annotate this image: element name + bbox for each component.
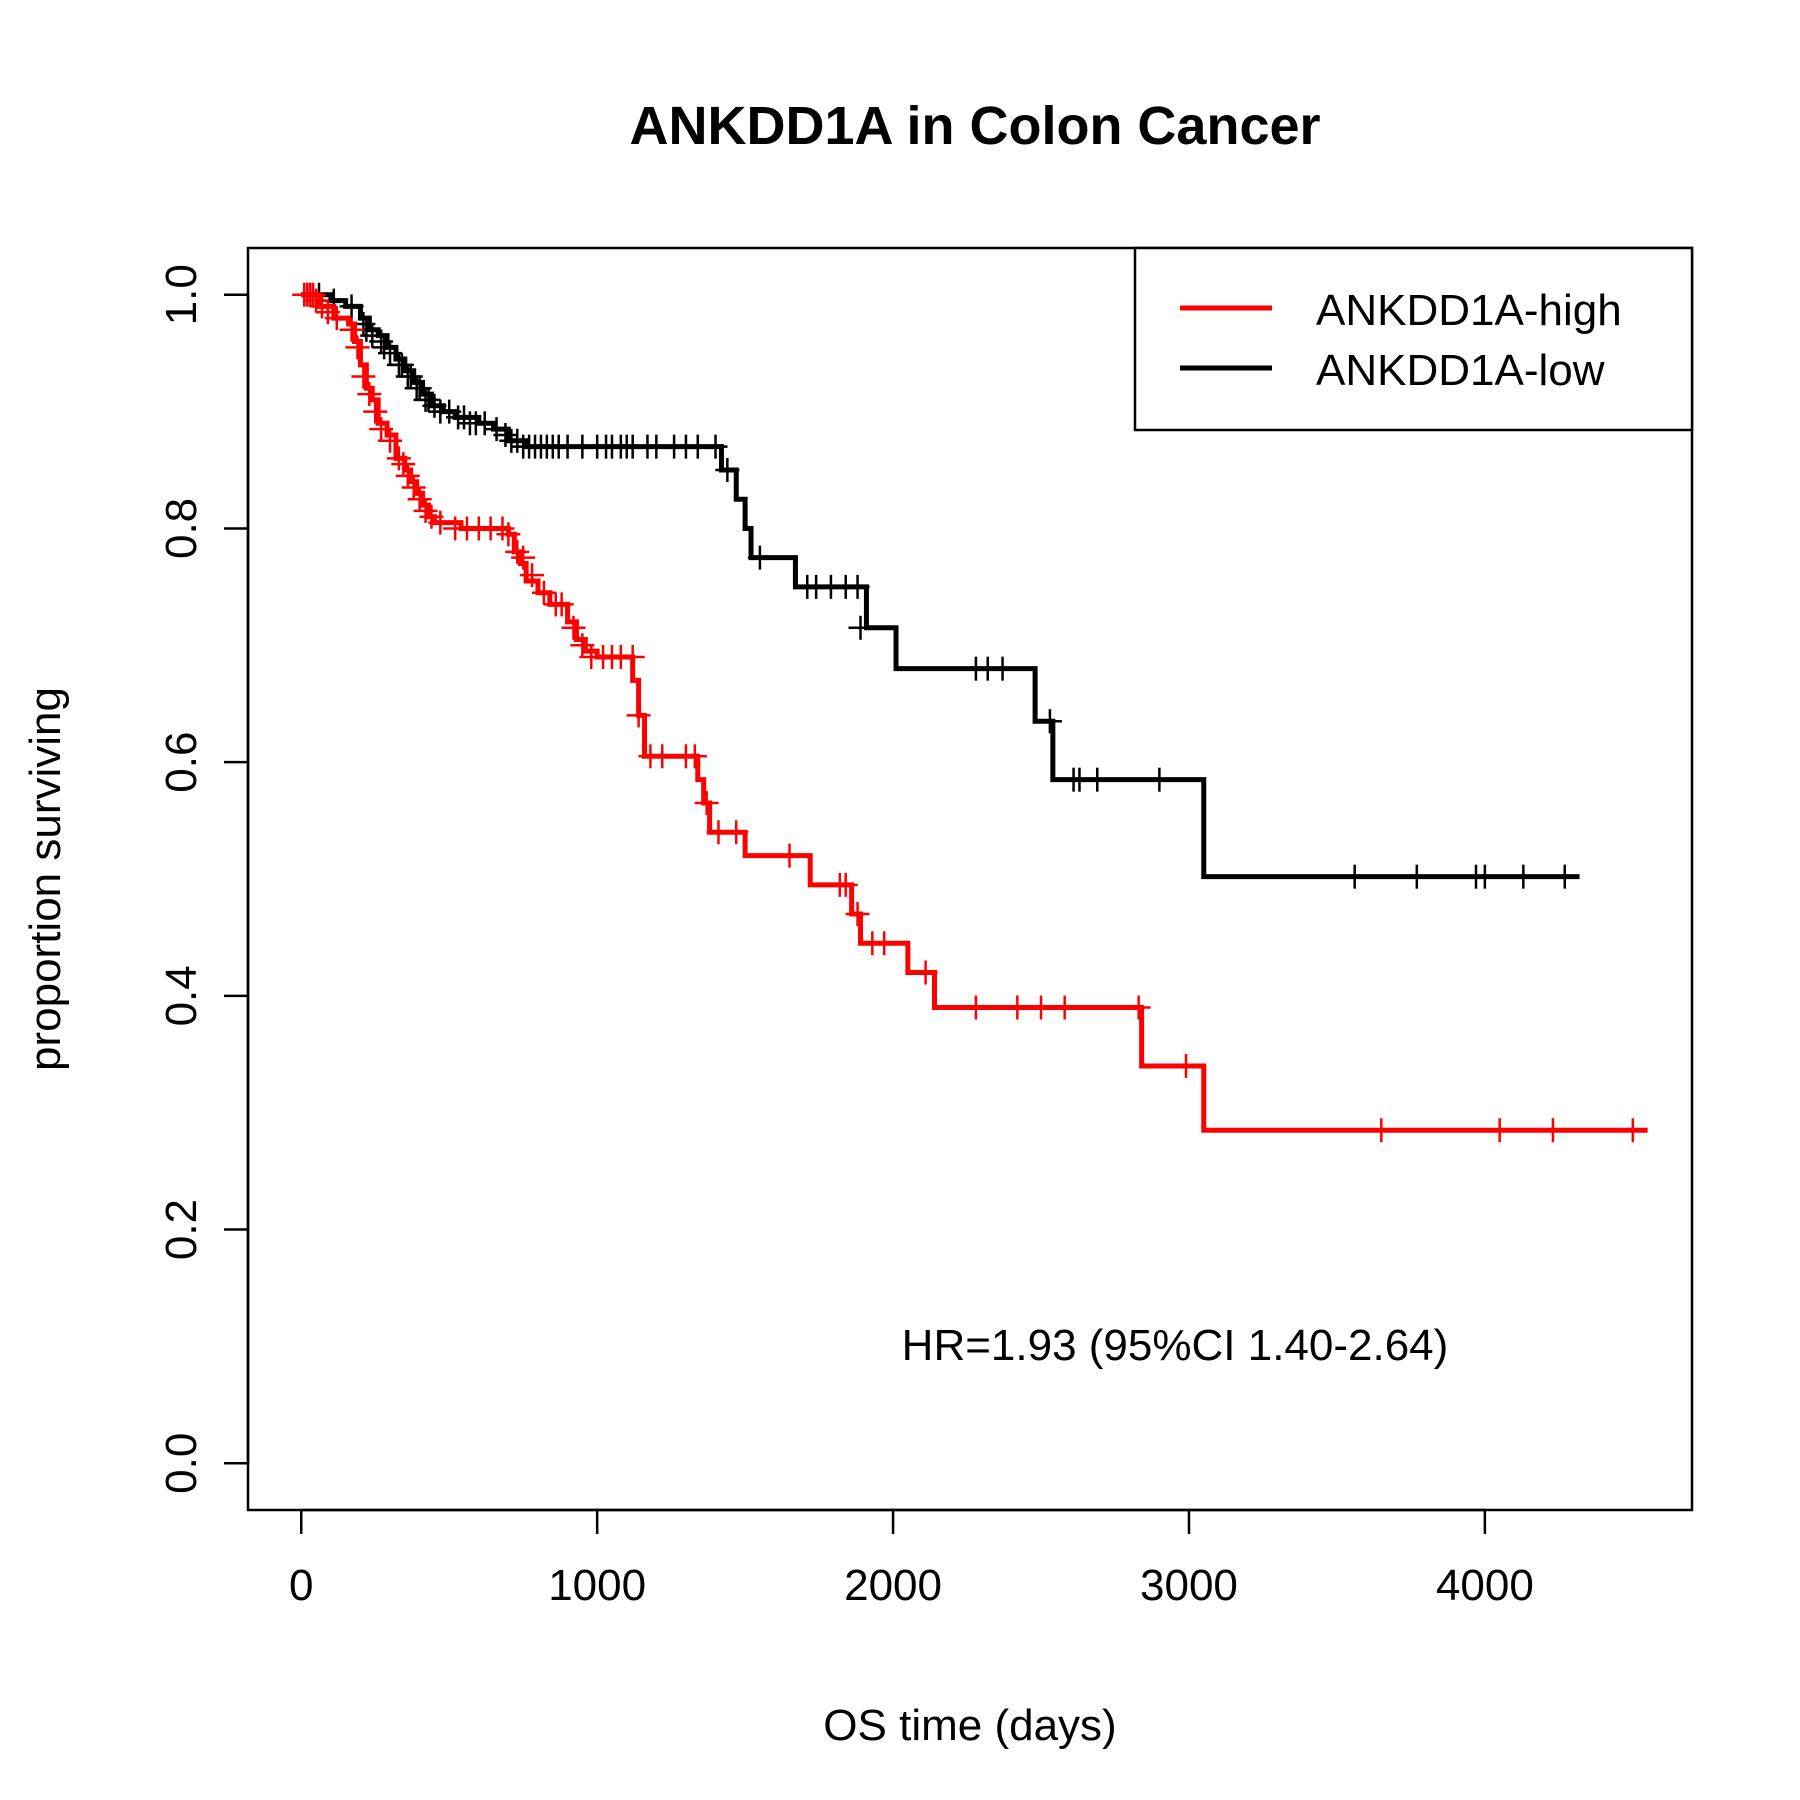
series-layer bbox=[292, 282, 1648, 1143]
survival-curve bbox=[301, 292, 1648, 1133]
y-tick-label: 0.2 bbox=[157, 1199, 206, 1260]
legend: ANKDD1A-high ANKDD1A-low bbox=[1133, 246, 1694, 432]
x-tick-label: 4000 bbox=[1436, 1561, 1534, 1610]
x-tick-label: 3000 bbox=[1140, 1561, 1238, 1610]
y-tick-label: 0.6 bbox=[157, 732, 206, 793]
legend-label-low: ANKDD1A-low bbox=[1316, 346, 1605, 395]
y-axis: 0.0 0.2 0.4 0.6 0.8 1.0 bbox=[157, 264, 250, 1494]
x-tick-label: 0 bbox=[289, 1561, 313, 1610]
y-tick-label: 0.4 bbox=[157, 965, 206, 1026]
chart-title: ANKDD1A in Colon Cancer bbox=[629, 96, 1320, 156]
y-tick-label: 1.0 bbox=[157, 264, 206, 325]
series-0-group bbox=[292, 282, 1648, 1143]
hazard-ratio-annotation: HR=1.93 (95%CI 1.40-2.64) bbox=[902, 1321, 1449, 1370]
legend-label-high: ANKDD1A-high bbox=[1316, 286, 1622, 335]
x-axis: 0 1000 2000 3000 4000 bbox=[289, 1508, 1534, 1610]
series-1-group bbox=[298, 282, 1580, 889]
x-tick-label: 1000 bbox=[548, 1561, 646, 1610]
x-tick-label: 2000 bbox=[844, 1561, 942, 1610]
y-tick-label: 0.0 bbox=[157, 1433, 206, 1494]
x-axis-label: OS time (days) bbox=[823, 1701, 1116, 1750]
legend-box bbox=[1133, 246, 1694, 432]
y-tick-label: 0.8 bbox=[157, 498, 206, 559]
y-axis-label: proportion surviving bbox=[21, 687, 70, 1071]
